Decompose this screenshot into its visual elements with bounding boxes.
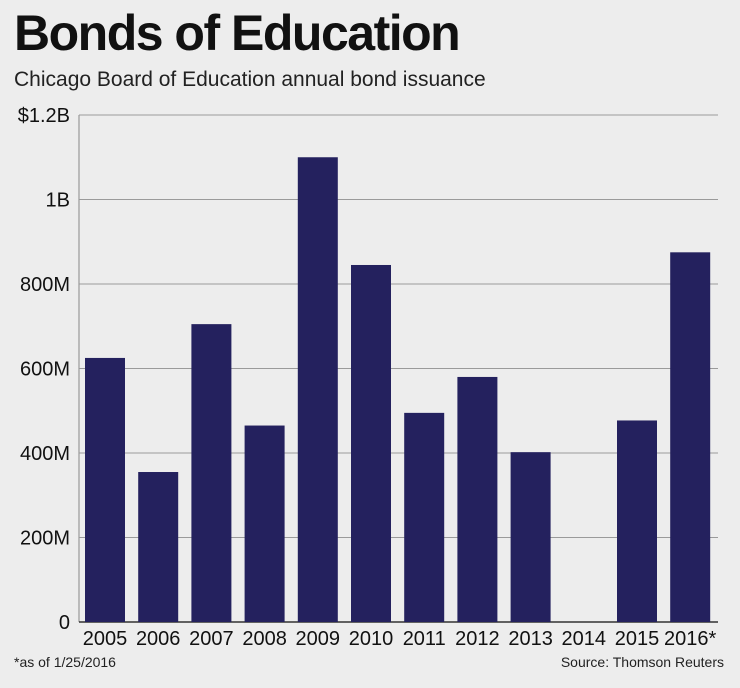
bar-2006 xyxy=(138,472,179,622)
x-tick-label: 2014 xyxy=(562,628,607,650)
grid-lines xyxy=(78,114,718,623)
x-axis-labels: 2005 2006 2007 2008 2009 2010 2011 2012 2013 2014… xyxy=(83,628,717,650)
bars xyxy=(85,157,711,622)
y-tick-label: 1B xyxy=(46,190,70,212)
x-tick-label: 2013 xyxy=(508,628,553,650)
y-tick-label: 400M xyxy=(20,443,70,465)
source-note: Source: Thomson Reuters xyxy=(560,654,724,670)
x-tick-label: 2009 xyxy=(296,628,341,650)
bar-2009 xyxy=(297,157,338,622)
y-axis-ticks: 0 200M 400M 600M 800M 1B $1.2B xyxy=(18,105,70,634)
y-tick-label: 200M xyxy=(20,528,70,550)
chart-subtitle: Chicago Board of Education annual bond i… xyxy=(14,68,486,91)
bar-2010 xyxy=(351,264,391,622)
y-tick-label: 600M xyxy=(20,359,70,381)
bar-2012 xyxy=(457,376,498,622)
bar-2011 xyxy=(404,412,445,622)
x-tick-label: 2012 xyxy=(455,628,500,650)
bar-2015 xyxy=(617,420,657,622)
y-tick-label: 0 xyxy=(59,612,70,634)
x-tick-label: 2006 xyxy=(136,628,181,650)
bar-2013 xyxy=(510,452,551,622)
bar-2007 xyxy=(191,324,232,622)
x-tick-label: 2015 xyxy=(615,628,660,650)
x-tick-label: 2008 xyxy=(242,628,287,650)
y-tick-label: 800M xyxy=(20,274,70,296)
x-tick-label: 2007 xyxy=(189,628,234,650)
y-tick-label: $1.2B xyxy=(18,105,70,127)
bar-2008 xyxy=(244,425,285,622)
x-tick-label: 2016* xyxy=(664,628,716,650)
x-tick-label: 2011 xyxy=(403,628,446,650)
footnote: *as of 1/25/2016 xyxy=(14,654,116,670)
chart-title: Bonds of Education xyxy=(14,5,461,61)
bar-2016 xyxy=(670,252,711,622)
bar-2005 xyxy=(85,357,125,622)
x-tick-label: 2005 xyxy=(83,628,128,650)
x-tick-label: 2010 xyxy=(349,628,394,650)
